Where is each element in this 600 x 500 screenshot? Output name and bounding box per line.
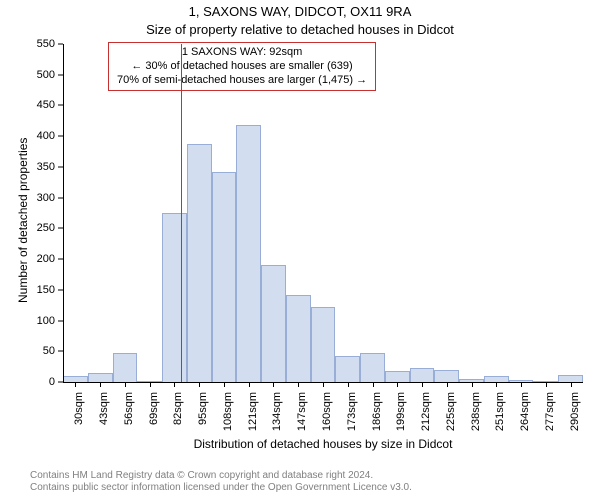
bar [212,172,237,382]
y-tick-mark [58,136,63,137]
x-tick-mark [397,382,398,387]
x-tick-label: 290sqm [569,392,581,431]
x-tick-mark [273,382,274,387]
y-tick-mark [58,382,63,383]
bar [410,368,435,382]
y-tick-label: 500 [29,69,55,81]
x-tick-mark [472,382,473,387]
x-tick-mark [150,382,151,387]
x-tick-label: 69sqm [148,392,160,425]
y-tick-mark [58,351,63,352]
footer-line-1: Contains HM Land Registry data © Crown c… [30,470,412,482]
y-tick-mark [58,289,63,290]
chart-title-subtitle: Size of property relative to detached ho… [0,22,600,37]
x-tick-label: 212sqm [420,392,432,431]
x-tick-mark [521,382,522,387]
attribution-footer: Contains HM Land Registry data © Crown c… [30,470,412,494]
x-axis-label: Distribution of detached houses by size … [63,437,583,451]
y-tick-label: 0 [29,376,55,388]
y-tick-label: 400 [29,130,55,142]
y-tick-label: 350 [29,161,55,173]
bar [88,373,113,382]
bar [162,213,187,382]
x-tick-label: 277sqm [544,392,556,431]
x-tick-label: 173sqm [346,392,358,431]
x-tick-label: 43sqm [98,392,110,425]
bar [360,353,385,382]
y-tick-mark [58,197,63,198]
y-tick-mark [58,259,63,260]
x-tick-label: 134sqm [271,392,283,431]
bar [558,375,583,382]
x-tick-label: 95sqm [197,392,209,425]
bar [385,371,410,382]
x-tick-mark [174,382,175,387]
bar [236,125,261,382]
plot-area [63,44,583,382]
x-tick-mark [348,382,349,387]
bar [113,353,138,382]
chart-title-address: 1, SAXONS WAY, DIDCOT, OX11 9RA [0,4,600,19]
x-tick-mark [571,382,572,387]
chart-container: { "title_line_1": "1, SAXONS WAY, DIDCOT… [0,0,600,500]
x-tick-label: 238sqm [470,392,482,431]
x-tick-mark [224,382,225,387]
bars-group [63,44,583,382]
x-tick-label: 82sqm [172,392,184,425]
x-tick-label: 121sqm [247,392,259,431]
x-tick-mark [373,382,374,387]
x-tick-mark [75,382,76,387]
y-tick-mark [58,228,63,229]
y-tick-mark [58,105,63,106]
x-tick-mark [496,382,497,387]
footer-line-2: Contains public sector information licen… [30,482,412,494]
x-tick-mark [298,382,299,387]
y-tick-label: 50 [29,345,55,357]
bar [261,265,286,382]
y-tick-label: 550 [29,38,55,50]
bar [311,307,336,382]
x-tick-label: 56sqm [123,392,135,425]
y-axis [63,44,64,382]
y-tick-mark [58,74,63,75]
y-tick-label: 300 [29,192,55,204]
y-tick-label: 100 [29,315,55,327]
x-tick-label: 30sqm [73,392,85,425]
x-tick-mark [546,382,547,387]
y-tick-label: 200 [29,253,55,265]
x-tick-label: 251sqm [494,392,506,431]
bar [187,144,212,382]
bar [286,295,311,382]
x-tick-label: 147sqm [296,392,308,431]
x-tick-mark [125,382,126,387]
y-tick-label: 450 [29,99,55,111]
x-tick-label: 160sqm [321,392,333,431]
x-tick-label: 108sqm [222,392,234,431]
x-tick-mark [199,382,200,387]
y-tick-label: 250 [29,222,55,234]
x-tick-mark [323,382,324,387]
x-tick-label: 199sqm [395,392,407,431]
y-tick-mark [58,44,63,45]
x-tick-label: 264sqm [519,392,531,431]
x-tick-mark [100,382,101,387]
x-tick-mark [447,382,448,387]
y-axis-label: Number of detached properties [16,138,30,303]
bar [335,356,360,382]
x-tick-mark [422,382,423,387]
x-tick-mark [249,382,250,387]
y-tick-mark [58,166,63,167]
property-marker-line [181,44,182,382]
y-tick-mark [58,320,63,321]
x-tick-label: 225sqm [445,392,457,431]
y-tick-label: 150 [29,284,55,296]
x-tick-label: 186sqm [371,392,383,431]
bar [434,370,459,382]
